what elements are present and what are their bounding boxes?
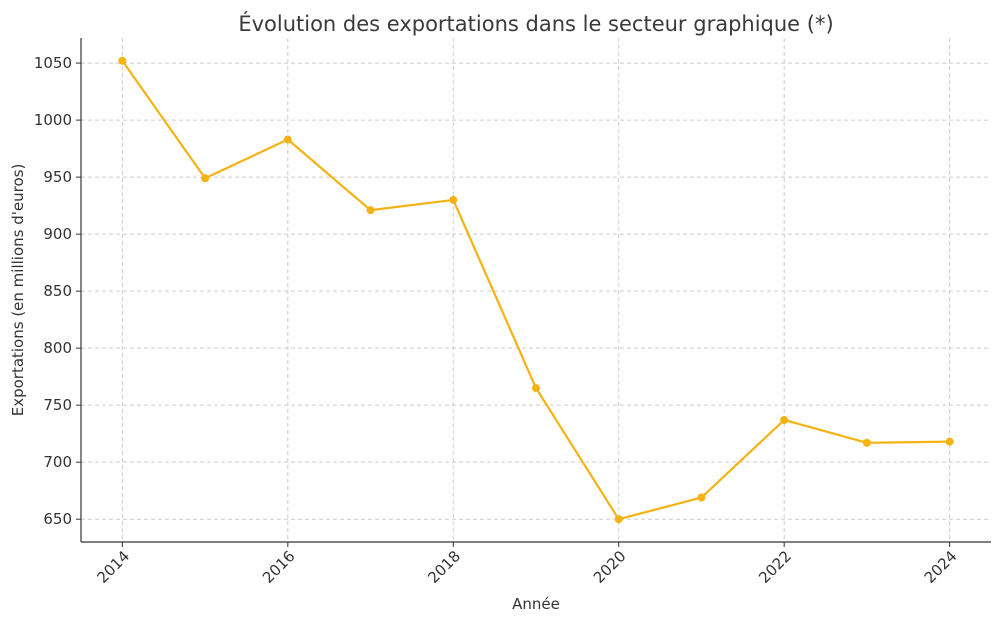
y-tick-label: 650 [43, 510, 72, 528]
chart-title: Évolution des exportations dans le secte… [238, 11, 833, 36]
y-tick-label: 1050 [34, 54, 72, 72]
x-ticks: 2014 2016 2018 2020 2022 2024 [93, 542, 960, 587]
data-point [614, 515, 623, 524]
data-point [366, 206, 375, 215]
y-tick-label: 950 [43, 168, 72, 186]
y-tick-label: 850 [43, 282, 72, 300]
y-tick-label: 1000 [34, 111, 72, 129]
data-point [118, 56, 127, 65]
data-point [283, 135, 292, 144]
data-point [449, 195, 458, 204]
data-point [945, 437, 954, 446]
data-point [532, 384, 540, 393]
data-point [780, 415, 789, 424]
y-ticks: 650 700 750 800 850 900 950 1000 1050 [34, 54, 81, 528]
x-tick-label: 2014 [93, 547, 133, 587]
y-tick-label: 900 [43, 225, 72, 243]
y-tick-label: 700 [43, 453, 72, 471]
data-point [862, 438, 871, 447]
grid [81, 38, 991, 542]
series-line [121, 60, 950, 521]
series-group [118, 56, 954, 524]
axes [80, 38, 991, 543]
x-tick-label: 2024 [921, 547, 961, 587]
x-axis-label: Année [512, 595, 560, 613]
y-tick-label: 800 [43, 339, 72, 357]
x-tick-label: 2016 [259, 547, 299, 587]
y-axis-label: Exportations (en millions d'euros) [9, 164, 27, 417]
x-tick-label: 2020 [590, 547, 630, 587]
data-point [697, 493, 706, 502]
x-tick-label: 2022 [755, 547, 795, 587]
y-tick-label: 750 [43, 396, 72, 414]
x-tick-label: 2018 [424, 547, 464, 587]
data-point [201, 174, 210, 183]
